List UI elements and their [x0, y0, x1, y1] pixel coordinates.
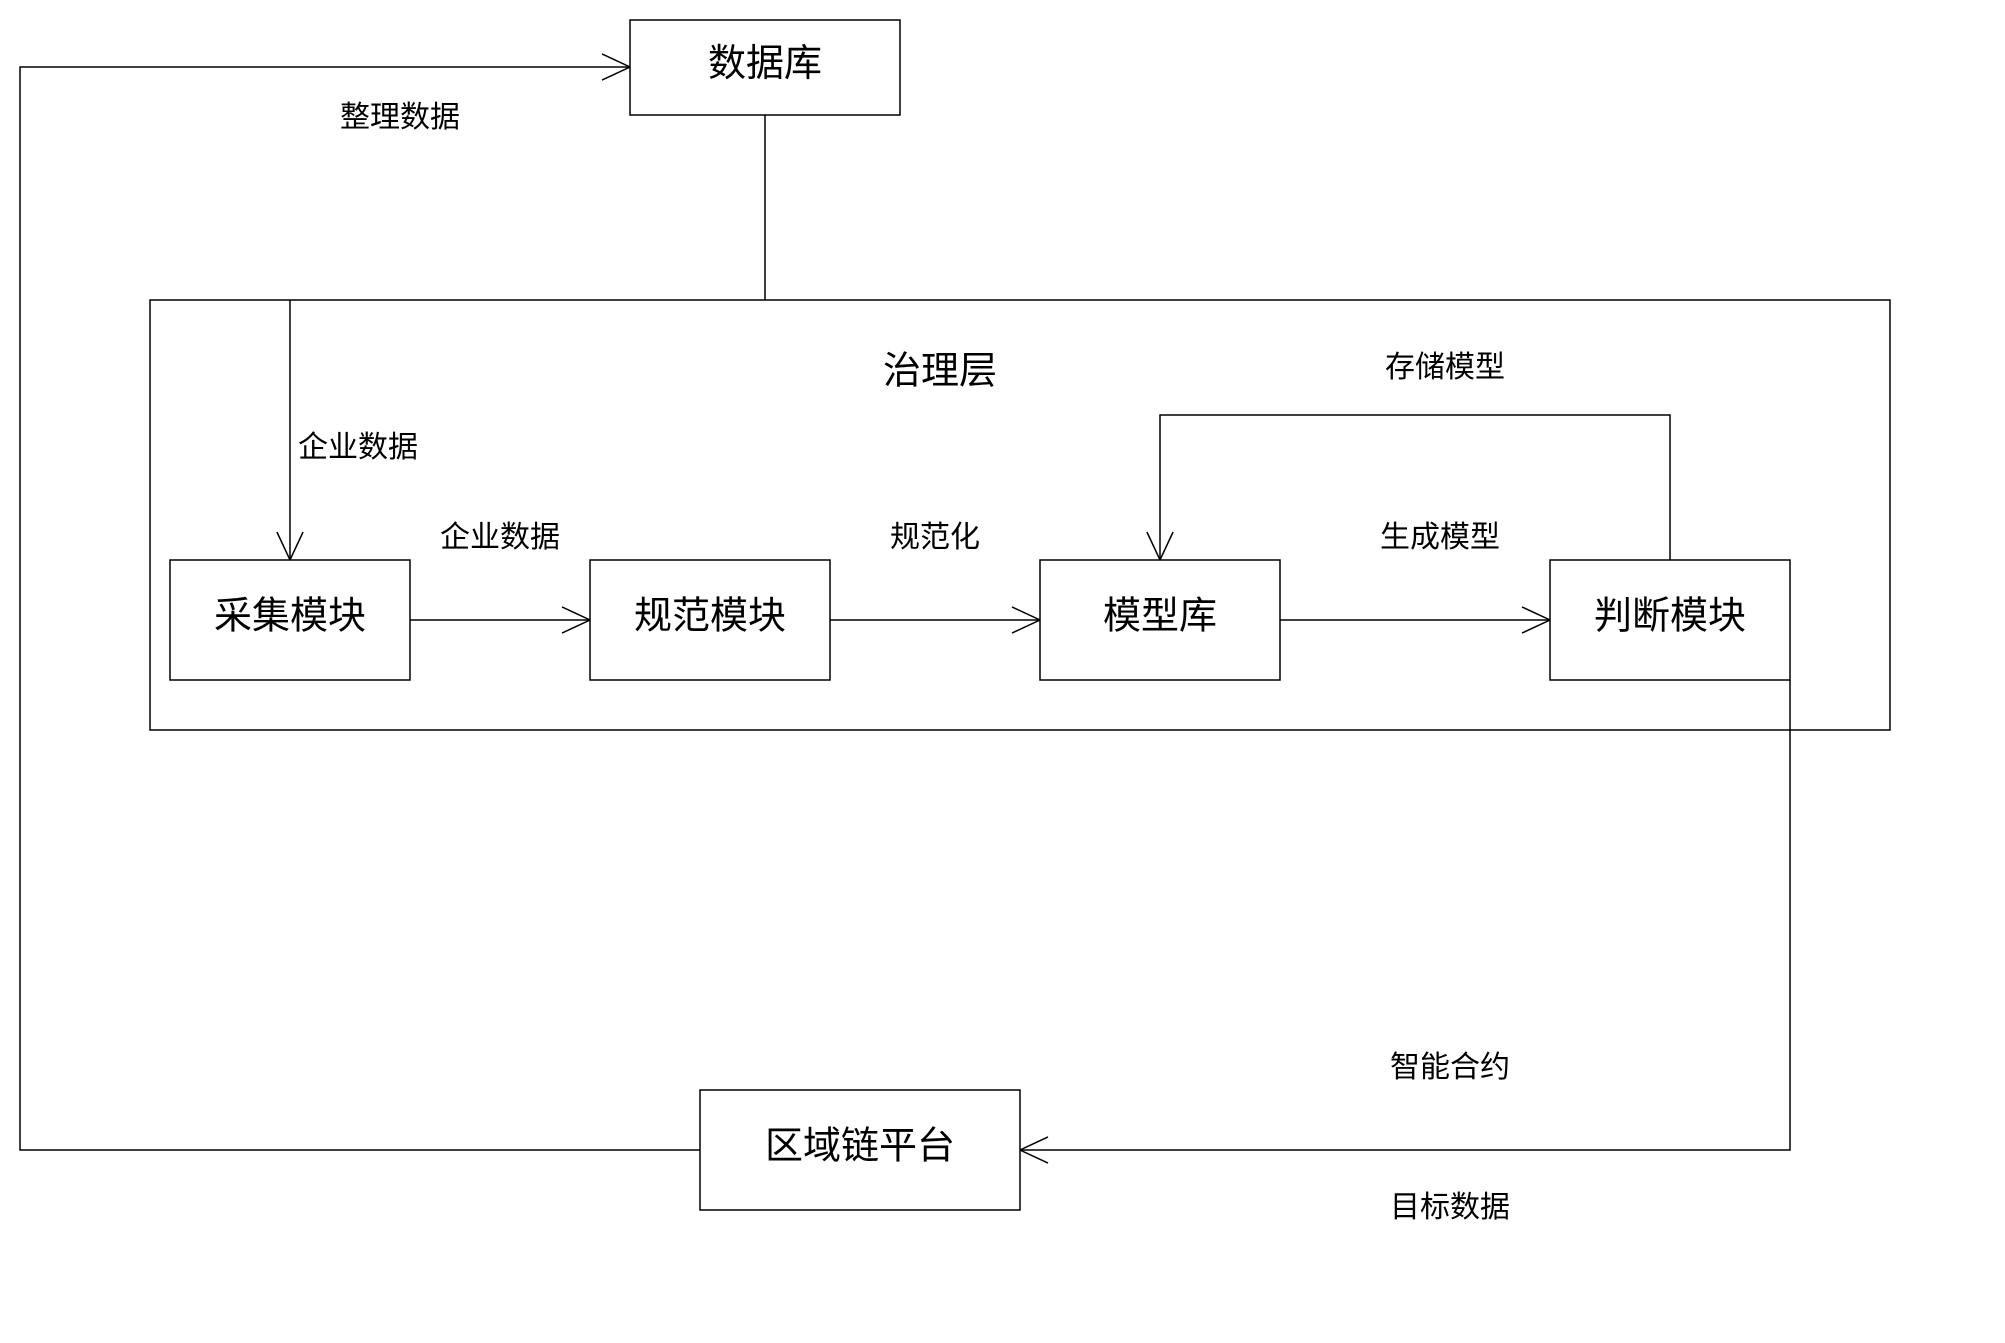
edge-label-blockchain-to-database: 整理数据 — [340, 101, 460, 134]
edge-label-collect-to-normalize: 企业数据 — [440, 521, 560, 554]
node-label-modellib: 模型库 — [1103, 596, 1217, 638]
flowchart-canvas: 企业数据企业数据规范化生成模型存储模型智能合约目标数据整理数据数据库治理层采集模… — [0, 0, 2005, 1343]
node-label-blockchain: 区域链平台 — [765, 1126, 955, 1168]
node-label-judge: 判断模块 — [1594, 596, 1746, 638]
node-label-normalize: 规范模块 — [634, 596, 786, 638]
node-label-collect: 采集模块 — [214, 596, 366, 638]
container-label-container: 治理层 — [883, 351, 997, 393]
edge-label-judge-to-blockchain: 智能合约 — [1390, 1051, 1510, 1084]
edge-label-modellib-to-judge: 生成模型 — [1380, 521, 1500, 554]
edge-label-container-to-collect: 企业数据 — [298, 431, 418, 464]
edge-label-normalize-to-modellib: 规范化 — [890, 521, 980, 554]
edge-label-judge-to-modellib-store: 存储模型 — [1385, 351, 1505, 384]
edge-label2-judge-to-blockchain: 目标数据 — [1390, 1191, 1510, 1224]
node-label-database: 数据库 — [708, 43, 822, 85]
